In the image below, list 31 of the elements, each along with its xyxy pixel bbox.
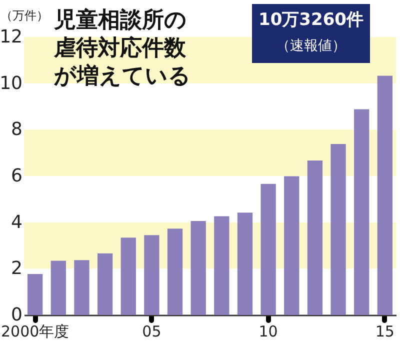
y-tick-label: 4 (11, 212, 22, 233)
bar (330, 144, 346, 315)
bar (214, 216, 230, 315)
y-tick-label: 0 (11, 304, 22, 326)
bar (28, 274, 43, 315)
bar (354, 109, 370, 315)
y-axis-title: （万件） (0, 8, 48, 22)
text: 10万3260件 (258, 10, 364, 30)
bar (284, 176, 300, 315)
bar (190, 220, 206, 315)
x-tick-label: 05 (142, 322, 162, 340)
x-tick-label: 2000年度 (0, 322, 70, 340)
x-tick-label: 10 (258, 322, 278, 340)
y-tick-label: 10 (0, 72, 22, 94)
bar (167, 228, 183, 315)
bar (97, 253, 113, 315)
bar (74, 260, 90, 315)
bar (260, 184, 276, 315)
y-tick-label: 8 (11, 119, 22, 140)
bar (50, 260, 66, 315)
y-tick-label: 2 (11, 258, 22, 280)
bar (307, 160, 323, 315)
y-tick-label: 6 (11, 166, 22, 186)
y-tick-label: 12 (0, 26, 22, 48)
x-tick-label: 15 (375, 322, 394, 340)
bar (237, 212, 253, 315)
chart-title: 児童相談所の虐待対応件数が増えている (53, 7, 191, 89)
bar (144, 235, 160, 315)
bar (120, 238, 136, 315)
bar (377, 76, 392, 315)
annotation: （速報値） (276, 38, 346, 54)
